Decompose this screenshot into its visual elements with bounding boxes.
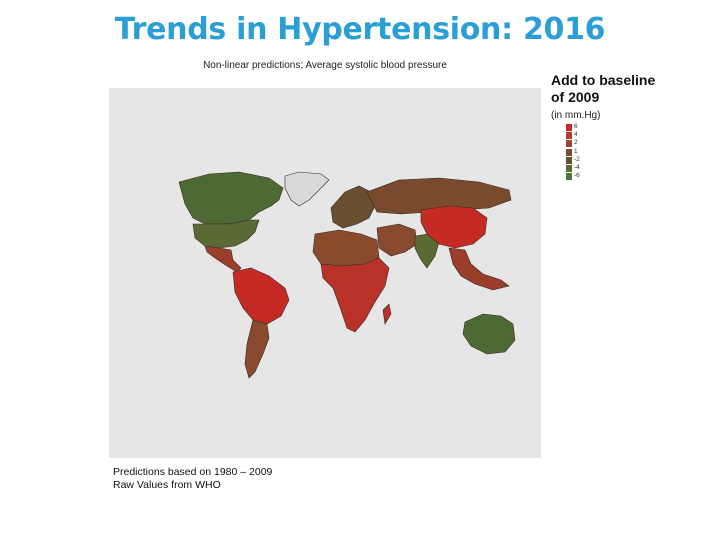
legend-swatch xyxy=(566,156,572,164)
map-region-australia xyxy=(462,313,516,355)
map-region-south-america-north xyxy=(232,267,290,325)
map-region-canada xyxy=(178,171,284,225)
legend-label: 6 xyxy=(574,123,578,130)
legend-swatch xyxy=(566,164,572,172)
map-region-mexico-central-america xyxy=(204,245,242,273)
legend-label: -2 xyxy=(574,155,580,163)
legend-swatch xyxy=(566,140,572,148)
legend-swatch xyxy=(566,148,572,156)
legend-swatch xyxy=(566,173,572,181)
legend-label: 2 xyxy=(574,139,578,147)
map-region-europe xyxy=(330,185,376,229)
map-region-china xyxy=(420,205,488,249)
map-region-middle-east xyxy=(376,223,418,257)
legend-title-line1: Add to baseline xyxy=(551,72,656,88)
map-region-north-africa xyxy=(312,229,380,267)
world-map xyxy=(109,88,541,458)
legend-swatch xyxy=(566,132,572,140)
legend-swatch xyxy=(566,124,572,131)
footnote-line2: Raw Values from WHO xyxy=(113,479,221,491)
legend-unit: (in mm.Hg) xyxy=(551,110,601,121)
legend-label: -4 xyxy=(574,163,580,171)
legend-label: 1 xyxy=(574,147,578,155)
map-region-usa xyxy=(192,219,260,249)
footnote: Predictions based on 1980 – 2009 Raw Val… xyxy=(113,466,272,492)
map-region-southeast-asia xyxy=(448,247,510,291)
page-title: Trends in Hypertension: 2016 xyxy=(114,12,606,47)
map-region-russia xyxy=(366,177,512,215)
legend-title-line2: of 2009 xyxy=(551,89,600,105)
map-region-madagascar xyxy=(382,303,392,325)
footnote-line1: Predictions based on 1980 – 2009 xyxy=(113,466,273,478)
map-subtitle: Non-linear predictions; Average systolic… xyxy=(203,60,447,71)
legend-label: -6 xyxy=(574,172,580,180)
world-map-svg xyxy=(178,171,516,379)
map-region-sub-saharan-africa xyxy=(320,257,390,333)
map-region-greenland xyxy=(284,171,330,207)
legend-title: Add to baseline of 2009 xyxy=(551,72,711,106)
legend-label: 4 xyxy=(574,131,578,139)
map-region-south-america-south xyxy=(244,319,270,379)
